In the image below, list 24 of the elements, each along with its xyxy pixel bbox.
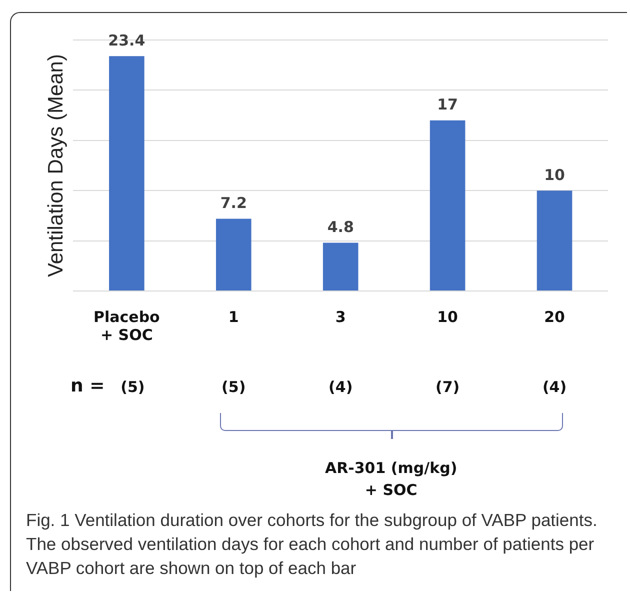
data-label: 17 <box>437 96 458 114</box>
bar <box>430 120 466 290</box>
x-tick-label: Placebo + SOC <box>93 308 160 344</box>
text: (5) <box>120 378 145 396</box>
data-label: 23.4 <box>108 31 146 50</box>
text: (4) <box>542 378 567 396</box>
bar <box>109 56 144 290</box>
text: AR-301 (mg/kg) + SOC <box>324 458 458 499</box>
text: (4) <box>328 378 353 396</box>
x-tick-label: 10 <box>437 308 458 326</box>
data-label: 4.8 <box>327 218 354 236</box>
text: (7) <box>435 378 460 396</box>
bar <box>536 190 572 290</box>
bar <box>216 218 252 290</box>
x-tick-label: 1 <box>228 308 239 326</box>
caption: Fig. 1 Ventilation duration over cohorts for the subgroup of VABP patients. The observed ventilation days for each cohort and number of patients per VABP cohort are shown on top of each bar <box>26 509 598 580</box>
data-label: 7.2 <box>220 194 247 212</box>
y-axis-title: Ventilation Days (Mean) <box>44 54 68 277</box>
bar <box>322 242 358 290</box>
text: n = <box>70 376 105 397</box>
x-tick-label: 20 <box>544 308 565 326</box>
text: (5) <box>222 378 246 396</box>
data-label: 10 <box>544 166 565 184</box>
x-tick-label: 3 <box>335 308 346 326</box>
